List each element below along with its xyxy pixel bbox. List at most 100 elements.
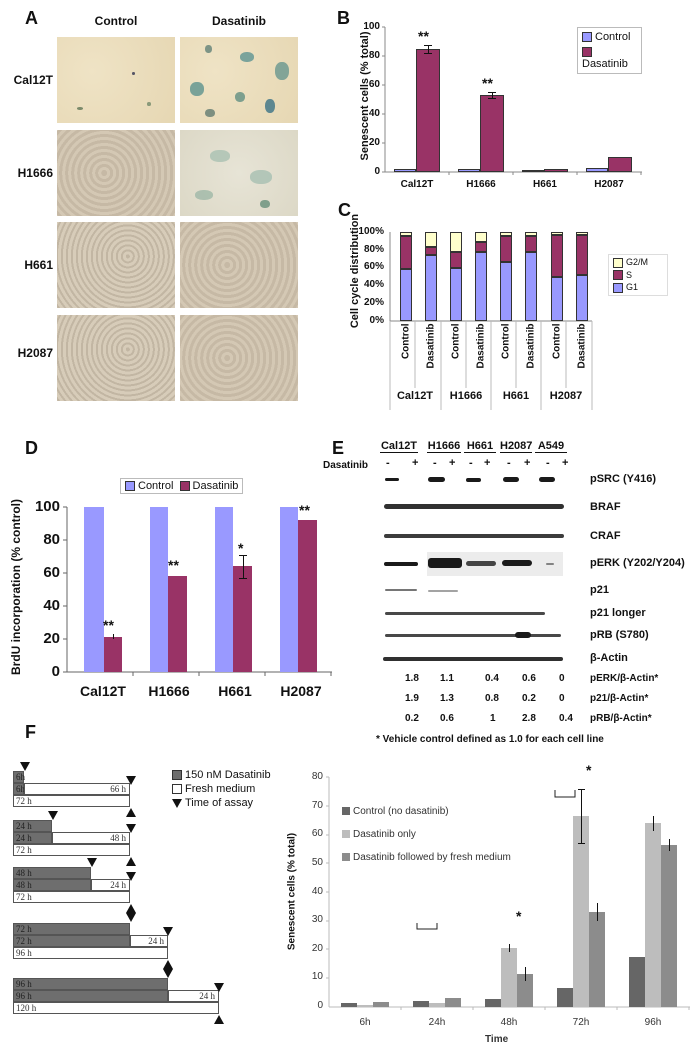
blot-label: pERK (Y202/Y204): [590, 557, 685, 569]
chart-c-ytick: 0%: [369, 315, 384, 326]
chart-b-bar-control-h661: [522, 170, 544, 172]
chart-b-bar-control-h2087: [586, 168, 608, 172]
schedule-bar: 66 h: [24, 783, 130, 795]
chart-b-ytick: 60: [368, 79, 380, 90]
chart-c-ytick: 60%: [363, 261, 384, 272]
chart-b-bar-dasatinib-h2087: [608, 157, 632, 172]
chart-f-significance-48h: *: [516, 908, 522, 924]
chart-b-xtick: Cal12T: [400, 179, 434, 190]
assay-marker-icon: [126, 913, 136, 922]
chart-b-bar-dasatinib-cal12t: [416, 49, 440, 172]
chart-c-ytick: 40%: [363, 279, 384, 290]
chart-c-legend: G2/M S G1: [608, 254, 668, 296]
chart-b-ytick: 40: [368, 108, 380, 119]
chart-c-group-label: H2087: [549, 390, 583, 402]
lane-sign: +: [524, 457, 531, 469]
chart-d-ytick: 80: [43, 531, 60, 548]
chart-d-significance: **: [299, 502, 310, 518]
lane-sign: -: [433, 457, 437, 469]
schedule-bar: 24 h: [91, 879, 130, 891]
chart-c-group-label: H661: [502, 390, 530, 402]
schedule-bar: 96 h: [13, 947, 168, 959]
chart-c-xtick: Dasatinib: [475, 323, 487, 369]
panel-label-d: D: [25, 438, 38, 458]
blot-label: β-Actin: [590, 652, 628, 664]
assay-marker-icon: [163, 927, 173, 936]
chart-c-xtick: Control: [500, 323, 512, 360]
chart-f-xtick: 24h: [428, 1017, 446, 1028]
fresh-medium-swatch: [172, 784, 182, 795]
dasatinib-swatch: [172, 770, 182, 781]
chart-f-xtick: 96h: [644, 1017, 662, 1028]
micrograph-h661-dasatinib: [180, 222, 298, 308]
row-label-cal12t: Cal12T: [13, 73, 53, 87]
chart-f-ytick: 0: [317, 1000, 323, 1011]
chart-d-bar-dasatinib-cal12t: [104, 637, 122, 672]
chart-f-axes: [326, 776, 690, 1010]
schedule-bar: 48 h: [13, 879, 91, 891]
assay-marker-icon: [163, 960, 173, 969]
chart-b-axes: [382, 26, 642, 175]
assay-marker-icon: [126, 776, 136, 785]
blot-label: pSRC (Y416): [590, 473, 657, 485]
schedule-legend: 150 nM Dasatinib Fresh medium Time of as…: [172, 768, 271, 810]
assay-marker-icon: [126, 872, 136, 881]
panel-label-b: B: [337, 8, 350, 28]
lane-sign: -: [507, 457, 511, 469]
assay-marker-icon: [214, 1015, 224, 1024]
chart-f-ytick: 80: [311, 771, 323, 782]
schedule-bar: 72 h: [13, 923, 130, 935]
lane-sign: +: [412, 457, 419, 469]
assay-marker-icon: [126, 857, 136, 866]
assay-marker-icon: [214, 983, 224, 992]
lane-sign: +: [449, 457, 456, 469]
lane-sign: -: [469, 457, 473, 469]
assay-marker-icon: [20, 762, 30, 771]
chart-b-xtick: H1666: [466, 179, 496, 190]
chart-c-group-label: Cal12T: [396, 390, 434, 402]
schedule-bar: 72 h: [13, 935, 130, 947]
chart-d-ytick: 0: [51, 663, 60, 680]
micrograph-h2087-control: [57, 315, 175, 401]
chart-f-ytick: 40: [311, 886, 323, 897]
chart-d-axes: [63, 506, 332, 676]
chart-c-xtick: Dasatinib: [576, 323, 588, 369]
schedule-bar: 96 h: [13, 990, 168, 1002]
schedule-bar: 6h: [13, 771, 25, 783]
chart-b-bar-dasatinib-h661: [544, 169, 568, 172]
legend-swatch-dasatinib: [582, 47, 592, 58]
chart-c-axes: [389, 232, 593, 410]
cell-line-header: H2087: [500, 440, 533, 453]
chart-c-xtick: Dasatinib: [425, 323, 437, 369]
panel-label-c: C: [338, 200, 351, 220]
assay-marker-icon: [126, 808, 136, 817]
chart-d-bar-dasatinib-h1666: [168, 576, 187, 672]
chart-b-ytick: 0: [374, 166, 380, 177]
schedule-bar: 120 h: [13, 1002, 219, 1014]
cell-line-header: A549: [535, 440, 567, 453]
chart-f-ytick: 50: [311, 857, 323, 868]
chart-d-significance: **: [168, 557, 179, 573]
cell-line-header: H1666: [427, 440, 461, 453]
lane-sign: +: [562, 457, 569, 469]
row-label-h661: H661: [24, 258, 53, 272]
chart-b-ytick: 80: [368, 50, 380, 61]
chart-d-ytick: 40: [43, 597, 60, 614]
chart-d-ylabel: BrdU incorporation (% control): [9, 499, 23, 675]
cell-line-header: H661: [464, 440, 496, 453]
chart-d-legend: Control Dasatinib: [120, 478, 244, 494]
chart-f-xtick: 72h: [572, 1017, 590, 1028]
lane-sign: -: [386, 457, 390, 469]
chart-f-significance-72h: *: [586, 762, 592, 778]
chart-f-ytick: 60: [311, 828, 323, 839]
schedule-bar: 72 h: [13, 795, 130, 807]
chart-d-xtick: H661: [218, 683, 252, 699]
cell-line-header: Cal12T: [380, 440, 418, 453]
blot-label: pRB (S780): [590, 629, 649, 641]
schedule-bar: 96 h: [13, 978, 168, 990]
column-label-control: Control: [94, 14, 138, 28]
chart-d-bar-control-h1666: [150, 507, 168, 672]
row-label-h1666: H1666: [17, 166, 53, 180]
schedule-bar: 72 h: [13, 891, 130, 903]
chart-c-xtick: Control: [400, 323, 412, 360]
